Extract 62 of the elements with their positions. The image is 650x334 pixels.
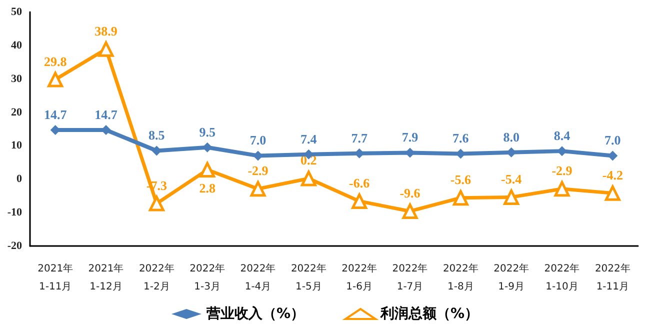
data-label: -9.6 [400,185,421,200]
point [253,150,263,161]
data-label: 14.7 [94,107,118,122]
x-tick-label: 2022年 1-2月 [138,262,174,292]
point [402,203,418,219]
x-tick-label: 2022年 1-11月 [594,262,630,292]
x-tick-label: 2021年 1-12月 [88,262,124,292]
x-tick-label: 2022年 1-6月 [342,262,378,292]
data-label: 2.8 [199,180,216,196]
y-tick-label: -10 [7,206,22,219]
x-tick-label: 2022年 1-4月 [240,262,276,292]
point [554,181,570,197]
point [504,189,520,205]
point [200,162,216,178]
point [405,148,415,158]
point [452,190,468,206]
point [98,41,114,57]
x-tick-label: 2022年 1-10月 [544,262,580,292]
x-tick-label: 2021年 1-11月 [38,262,74,292]
point [250,181,266,197]
data-label: 14.7 [44,107,68,122]
x-tick-label: 2022年 1-8月 [442,262,478,292]
x-tick-label: 2022年 1-9月 [494,262,530,292]
data-label: 9.5 [199,124,216,140]
x-tick-label: 2022年 1-5月 [290,262,326,292]
point [48,72,64,88]
legend-label: 营业收入（%） [205,306,305,322]
data-label: 8.4 [554,128,571,144]
data-label: -5.4 [501,171,522,186]
data-label: -2.9 [552,163,573,178]
data-label: 8.5 [148,128,166,143]
y-tick-label: 40 [11,39,22,52]
y-tick-label: -20 [7,240,22,252]
point [557,146,567,156]
point [202,142,212,152]
data-label: -2.9 [248,163,269,178]
y-tick-label: 30 [11,72,22,85]
data-label: 7.7 [351,130,368,146]
point [352,193,368,209]
x-tick-label: 2022年 1-7月 [392,262,428,292]
data-label: 7.6 [452,130,470,146]
data-label: 8.0 [503,129,520,144]
data-label: -5.6 [450,172,472,188]
data-label: 7.0 [604,132,621,148]
data-label: -4.2 [602,167,623,182]
point [148,196,164,212]
data-label: 29.8 [44,54,68,69]
point [300,170,316,186]
data-label: 0.2 [300,152,317,168]
y-tick-label: 0 [16,173,22,186]
y-tick-label: 20 [11,106,22,118]
data-label: 7.9 [402,130,419,145]
y-tick-label: 10 [11,140,22,152]
point [604,185,620,201]
data-label: 38.9 [94,23,118,38]
legend-label: 利润总额（%） [380,305,479,322]
y-tick-label: 50 [11,6,22,18]
data-label: -6.6 [349,175,370,190]
data-label: 7.4 [300,131,318,146]
data-label: 7.0 [250,132,266,148]
x-tick-label: 2022年 1-3月 [190,262,226,292]
point [608,150,618,161]
